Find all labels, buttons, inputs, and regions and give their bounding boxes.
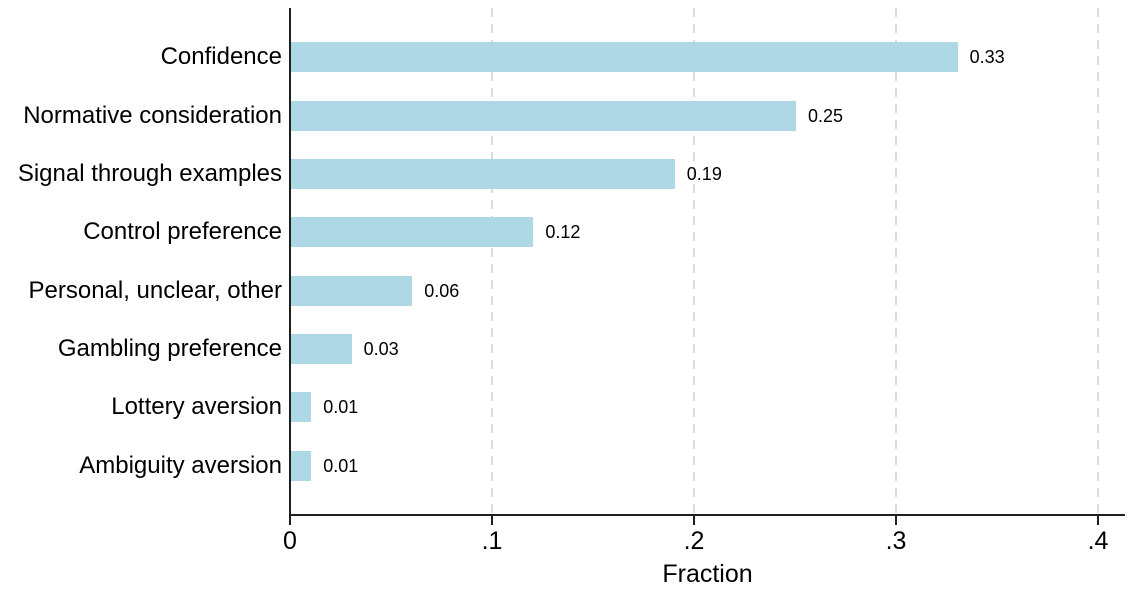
category-label: Confidence [160, 43, 282, 71]
bar [291, 392, 312, 423]
x-tick-mark [491, 516, 493, 525]
x-tick-label: .3 [885, 527, 907, 555]
gridline-x-.1 [491, 8, 493, 514]
bar [291, 275, 413, 306]
x-tick-label: .4 [1087, 527, 1109, 555]
x-axis-title: Fraction [662, 560, 753, 588]
value-label: 0.01 [323, 455, 359, 476]
value-label: 0.03 [363, 339, 399, 360]
bar [291, 42, 958, 73]
bar [291, 217, 534, 248]
gridline-x-.4 [1097, 8, 1099, 514]
value-label: 0.33 [969, 47, 1005, 68]
bar [291, 159, 675, 189]
y-axis-line [289, 8, 291, 516]
gridline-x-.3 [895, 8, 897, 514]
x-axis-line [289, 514, 1125, 516]
category-label: Lottery aversion [111, 393, 282, 421]
x-tick-mark [289, 516, 291, 525]
value-label: 0.01 [323, 397, 359, 418]
category-label: Control preference [83, 218, 282, 246]
value-label: 0.06 [424, 280, 460, 301]
value-label: 0.12 [545, 222, 581, 243]
x-tick-label: .2 [683, 527, 705, 555]
category-label: Signal through examples [17, 160, 282, 187]
bar [291, 100, 796, 131]
category-label: Normative consideration [23, 101, 282, 129]
value-label: 0.25 [808, 105, 844, 126]
bar [291, 450, 312, 481]
gridline-x-.2 [693, 8, 695, 514]
x-tick-label: 0 [283, 527, 297, 555]
x-tick-mark [693, 516, 695, 525]
category-label: Ambiguity aversion [79, 451, 282, 479]
x-tick-mark [1097, 516, 1099, 525]
bar [291, 334, 352, 365]
x-tick-mark [895, 516, 897, 525]
category-label: Personal, unclear, other [28, 276, 283, 304]
value-label: 0.19 [686, 164, 722, 184]
category-label: Gambling preference [57, 335, 282, 363]
x-tick-label: .1 [481, 527, 503, 555]
